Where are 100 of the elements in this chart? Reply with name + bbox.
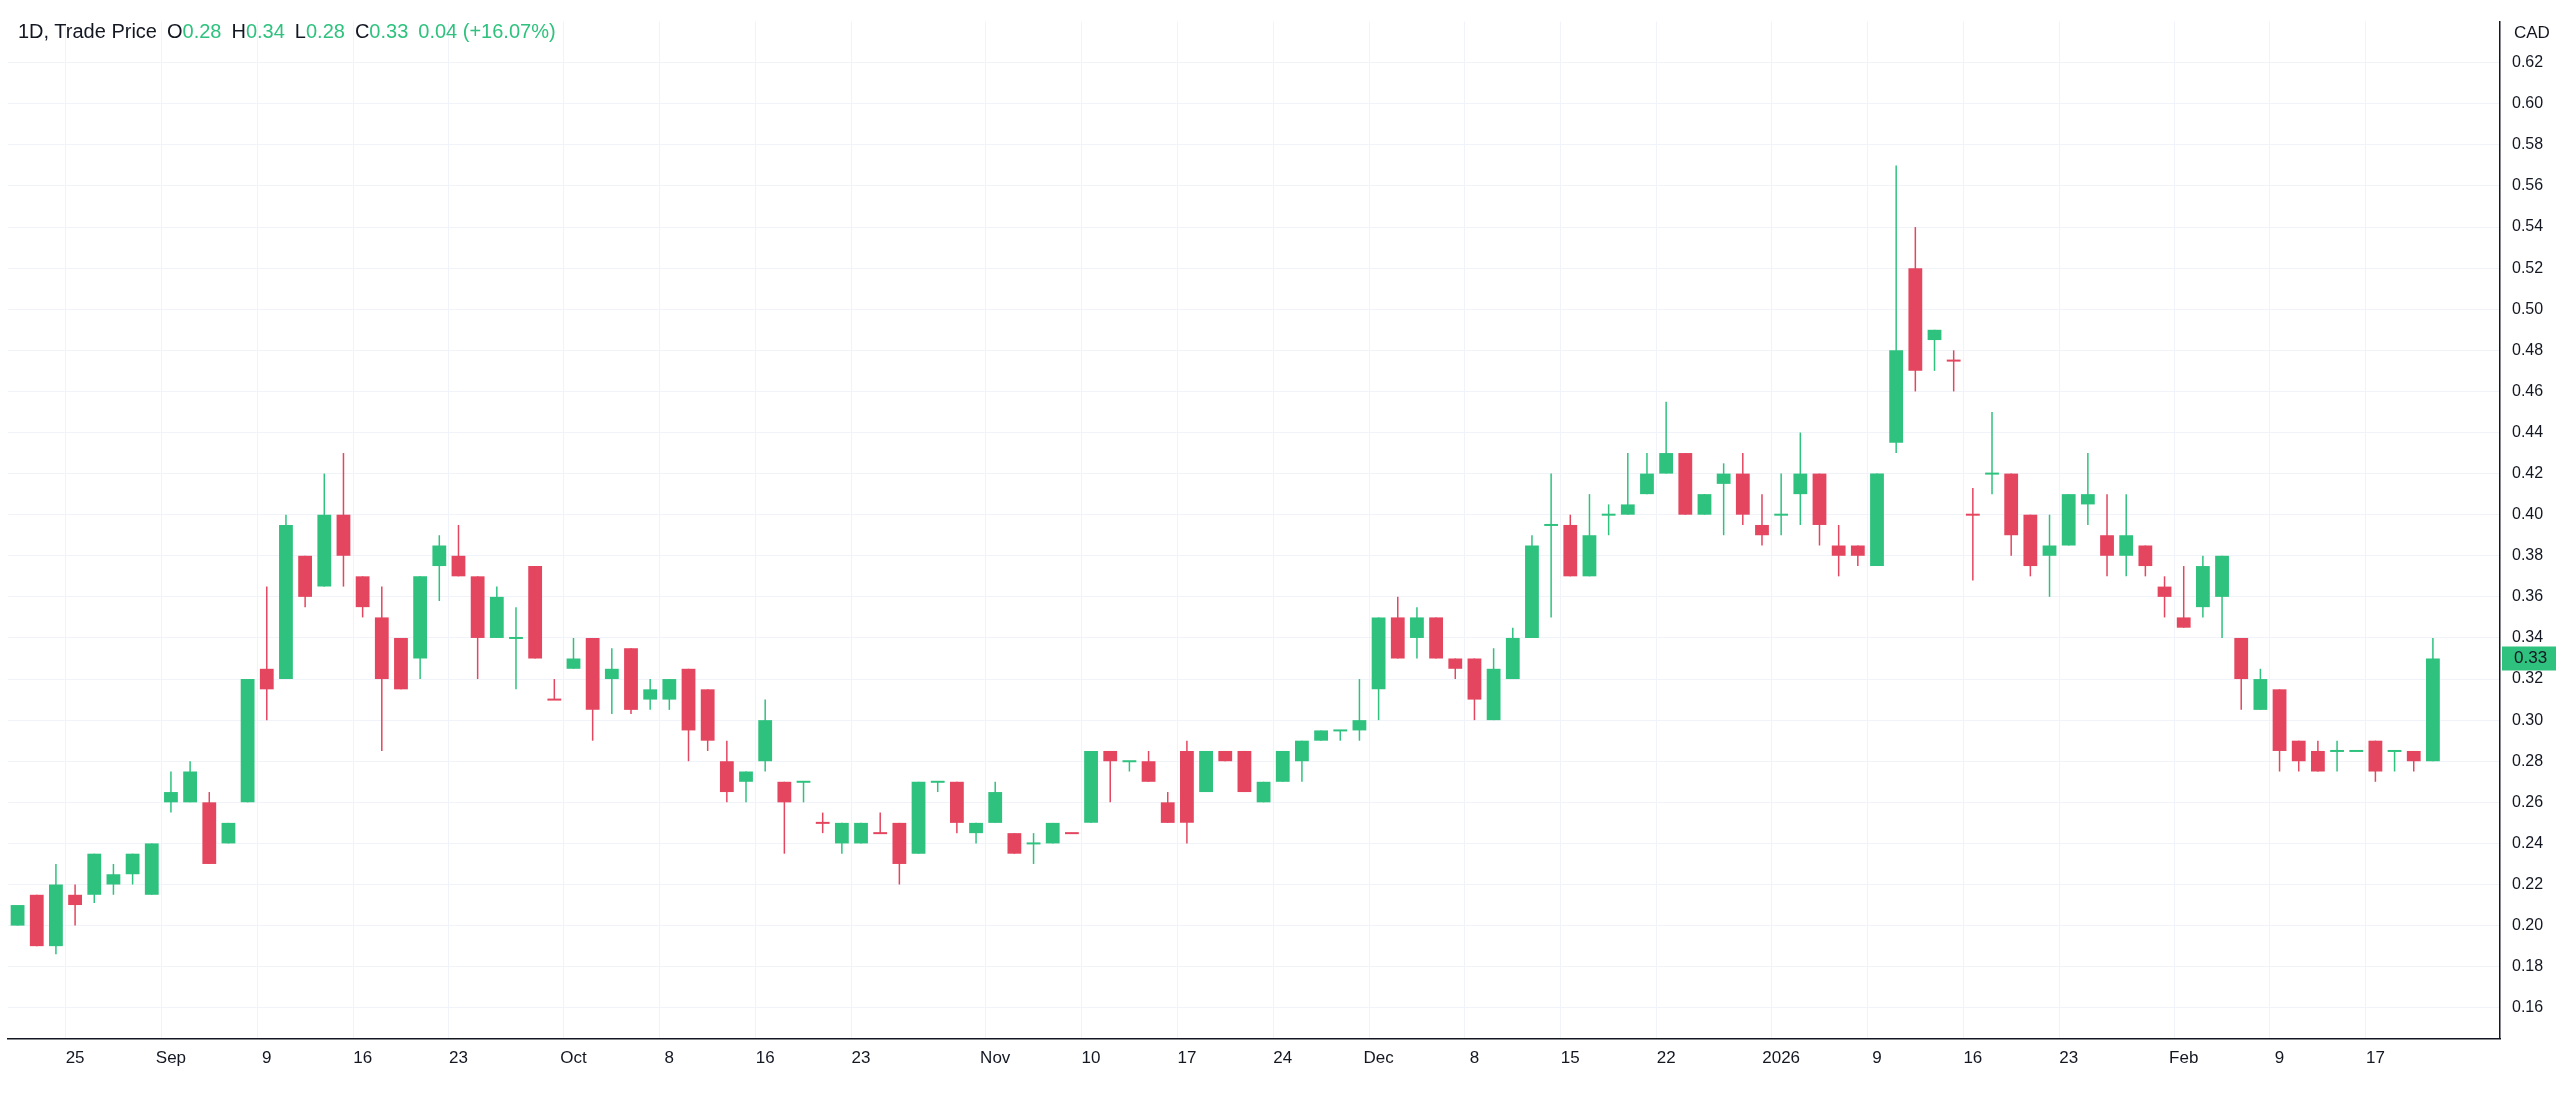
x-tick-label: 8: [664, 1048, 675, 1068]
candlestick: [10, 904, 25, 927]
candlestick: [509, 606, 523, 691]
candlestick: [643, 678, 658, 711]
y-tick-label: 0.52: [2512, 258, 2544, 276]
y-tick-label: 0.36: [2512, 587, 2544, 605]
candlestick: [815, 811, 830, 834]
x-tick-label: Feb: [2169, 1048, 2199, 1068]
candlestick: [1295, 739, 1309, 783]
y-tick-label: 0.30: [2512, 710, 2544, 728]
y-tick-label: 0.62: [2512, 53, 2544, 71]
candlestick: [1410, 606, 1424, 660]
candlestick: [604, 647, 619, 715]
x-tick-label: 16: [755, 1048, 775, 1068]
candlestick: [1716, 462, 1731, 536]
candlestick: [739, 770, 753, 804]
x-tick-label: 16: [353, 1048, 373, 1068]
x-tick-label: 9: [2274, 1048, 2285, 1068]
candlestick: [796, 780, 811, 804]
x-tick-label: 23: [449, 1048, 468, 1068]
annotation: 0.04 (+16.07%): [418, 20, 556, 42]
candlestick: [164, 770, 178, 814]
candlestick: [432, 534, 447, 602]
candlestick: [1007, 832, 1022, 855]
candlestick: [1831, 524, 1846, 578]
candlestick: [106, 863, 121, 896]
text: 0.33: [2514, 648, 2548, 668]
y-tick-label: 0.22: [2512, 874, 2544, 892]
candlestick: [2042, 513, 2057, 598]
candlestick: [1985, 411, 1999, 495]
candlestick: [2119, 493, 2134, 578]
candlestick: [1160, 791, 1175, 824]
candlestick: [2157, 575, 2172, 619]
candlestick: [1026, 832, 1041, 865]
y-tick-label: 0.40: [2512, 505, 2544, 523]
candlestick: [777, 781, 792, 855]
y-tick-label: 0.38: [2512, 546, 2544, 564]
candlestick: [1544, 472, 1559, 619]
annotation: C0.33: [354, 20, 409, 42]
x-tick-label: 16: [1963, 1048, 1983, 1068]
candlestick: [1103, 750, 1118, 804]
y-tick-label: 0.60: [2512, 94, 2544, 112]
y-tick-label: 0.56: [2512, 176, 2544, 194]
candlestick: [1659, 400, 1674, 475]
y-tick-label: 0.34: [2512, 628, 2544, 646]
y-tick-label: 0.58: [2512, 135, 2544, 153]
candlestick: [2138, 544, 2153, 578]
x-tick-label: 9: [1872, 1048, 1882, 1068]
candlestick: [2310, 739, 2325, 773]
y-tick-label: 0.18: [2512, 957, 2544, 975]
candlestick: [2100, 493, 2114, 578]
candlestick: [1141, 750, 1156, 783]
y-tick-label: 0.24: [2512, 833, 2544, 851]
candlestick: [1601, 503, 1616, 536]
x-tick-label: 24: [1273, 1048, 1293, 1068]
x-tick-label: 2026: [1762, 1048, 1801, 1068]
x-tick-label: 25: [65, 1048, 85, 1068]
candlestick: [1927, 329, 1942, 372]
candlestick: [259, 585, 274, 721]
candlestick: [1697, 493, 1712, 516]
y-tick-label: 0.16: [2512, 998, 2544, 1016]
x-tick-label: Sep: [155, 1048, 187, 1068]
candlestick: [1774, 472, 1789, 536]
candlestick: [2291, 739, 2306, 773]
y-tick-label: 0.20: [2512, 916, 2544, 934]
x-tick-label: Nov: [980, 1048, 1011, 1068]
candlestick: [2387, 749, 2402, 773]
annotation: L0.28: [294, 20, 345, 42]
candlestick: [1793, 431, 1808, 526]
candlestick: [873, 811, 888, 835]
candlestick: [2330, 739, 2344, 773]
candlestick: [68, 883, 82, 927]
candlestick: [662, 678, 677, 711]
y-tick-label: 0.28: [2512, 751, 2544, 769]
candlestick: [547, 678, 562, 701]
candlestick: [1965, 487, 1980, 582]
x-tick-label: 23: [2059, 1048, 2079, 1068]
candlestick: [1352, 678, 1367, 742]
chart-title: 1D, Trade Price: [18, 20, 157, 42]
y-tick-label: 0.44: [2512, 422, 2544, 440]
candlestick: [834, 822, 849, 855]
x-tick-label: Dec: [1363, 1048, 1395, 1068]
candlestick: [451, 524, 466, 578]
y-tick-label: 0.50: [2512, 299, 2544, 317]
candlestick: [566, 637, 581, 670]
candlestick: [1755, 493, 1769, 547]
x-tick-label: 17: [1177, 1048, 1197, 1068]
candlestick: [1946, 349, 1961, 393]
y-tick-label: 0.32: [2512, 669, 2544, 687]
x-tick-label: 23: [851, 1048, 871, 1068]
y-axis-title: CAD: [2514, 23, 2550, 43]
x-tick-label: 8: [1469, 1048, 1480, 1068]
x-tick-label: 9: [262, 1048, 272, 1068]
candlestick: [125, 852, 140, 886]
x-tick-label: 10: [1081, 1048, 1101, 1068]
y-tick-label: 0.48: [2512, 340, 2544, 358]
candlestick: [2080, 452, 2095, 526]
x-tick-label: 22: [1656, 1048, 1676, 1068]
y-tick-label: 0.54: [2512, 217, 2544, 235]
annotation: O0.28: [166, 20, 222, 42]
